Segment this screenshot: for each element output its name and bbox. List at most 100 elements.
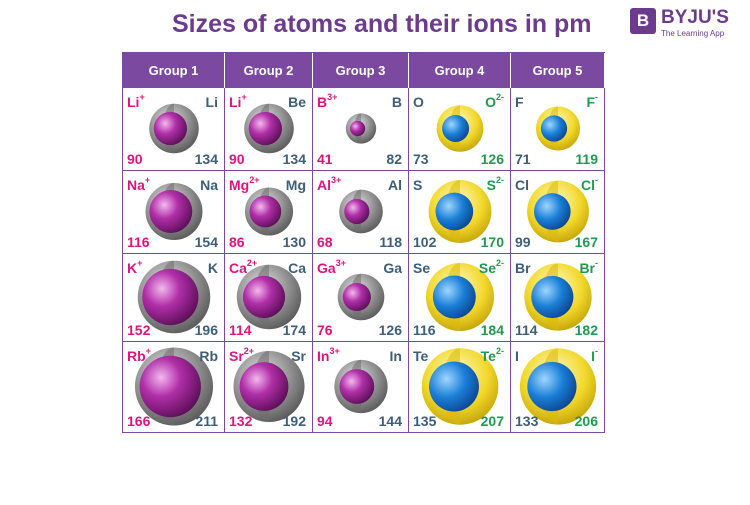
atom-core-sphere [435, 192, 474, 231]
page-title: Sizes of atoms and their ions in pm [172, 10, 592, 38]
atom-symbol: Rb [199, 348, 218, 364]
ion-radius-value-text: 116 [127, 234, 150, 250]
atom-symbol-text: B [391, 94, 402, 110]
atom-radius-value-text: 82 [386, 151, 402, 167]
ion-radius-value-text: 206 [574, 413, 598, 429]
charge-superscript: - [595, 258, 598, 268]
sphere-diagram [334, 359, 388, 414]
element-cell-na: Na+ Na 116 154 [123, 171, 225, 254]
ion-symbol: Mg2+ [229, 175, 259, 193]
group-header-3: Group 3 [313, 53, 409, 88]
atom-symbol: S [413, 177, 422, 193]
ion-symbol: In3+ [317, 346, 340, 364]
ion-radius-value: 76 [317, 322, 333, 338]
ion-symbol-text: B [317, 94, 328, 110]
atom-radius-value: 82 [386, 151, 402, 167]
charge-superscript: 3+ [329, 346, 340, 356]
atom-symbol-text: Na [200, 177, 218, 193]
ion-radius-value: 114 [229, 322, 252, 338]
element-cell-f: F F- 71 119 [511, 88, 605, 171]
sphere-diagram [524, 263, 592, 331]
ion-symbol-text: Rb [127, 348, 146, 364]
atom-symbol: Br [515, 260, 531, 276]
cation-core-sphere [242, 275, 286, 319]
atom-radius-value: 102 [413, 234, 436, 250]
atom-core-sphere [527, 361, 577, 412]
atom-radius-value: 196 [195, 322, 218, 338]
atom-symbol: Al [388, 177, 402, 193]
ion-size-table: Group 1 Group 2 Group 3 Group 4 Group 5 Li+ Li… [122, 52, 605, 433]
atom-symbol-text: Ca [288, 260, 306, 276]
atom-symbol-text: I [515, 348, 519, 364]
ion-symbol: Ga3+ [317, 258, 346, 276]
ion-radius-value-text: 90 [229, 151, 245, 167]
ion-radius-value: 152 [127, 322, 150, 338]
atom-radius-value-text: 116 [413, 322, 436, 338]
ion-radius-value-text: 76 [317, 322, 333, 338]
atom-radius-value: 114 [515, 322, 538, 338]
atom-symbol-text: Mg [285, 177, 306, 193]
element-cell-rb: Rb+ Rb 166 211 [123, 342, 225, 433]
ion-radius-value-text: 167 [574, 234, 598, 250]
ion-symbol: K+ [127, 258, 142, 276]
ion-symbol-text: Ca [229, 260, 247, 276]
atom-radius-value-text: 196 [194, 322, 218, 338]
element-cell-be: Li+ Be 90 134 [225, 88, 313, 171]
atom-symbol-text: Br [515, 260, 531, 276]
ion-symbol-text: Li [127, 94, 140, 110]
atom-radius-value-text: 133 [515, 413, 539, 429]
atom-radius-value-text: 154 [194, 234, 218, 250]
charge-superscript: 3+ [327, 92, 338, 102]
ion-radius-value: 126 [481, 151, 504, 167]
sphere-diagram [244, 187, 294, 236]
atom-radius-value: 116 [413, 322, 436, 338]
cation-core-sphere [142, 268, 199, 326]
cation-core-sphere [239, 362, 289, 411]
ion-symbol-text: Li [229, 94, 242, 110]
sphere-diagram [137, 260, 211, 334]
ion-radius-value: 132 [229, 413, 252, 429]
charge-superscript: 2- [495, 175, 504, 185]
atom-symbol: Ga [383, 260, 402, 276]
atom-core-sphere [531, 275, 574, 319]
ion-symbol: Se2- [478, 258, 504, 276]
ion-radius-value-text: 68 [317, 234, 333, 250]
atom-radius-value-text: 130 [282, 234, 306, 250]
ion-symbol-text: Se [478, 260, 496, 276]
sphere-diagram [145, 183, 203, 240]
atom-symbol: Se [413, 260, 430, 276]
ion-radius-value-text: 152 [127, 322, 151, 338]
atom-radius-value-text: 126 [378, 322, 402, 338]
ion-symbol: Rb+ [127, 346, 151, 364]
ion-radius-value: 116 [127, 234, 150, 250]
atom-radius-value: 211 [195, 413, 218, 429]
ion-radius-value: 167 [575, 234, 598, 250]
element-cell-te: Te Te2- 135 207 [409, 342, 511, 433]
atom-symbol-text: S [413, 177, 423, 193]
byjus-logo: B BYJU'S The Learning App [630, 7, 745, 42]
element-cell-al: Al3+ Al 68 118 [313, 171, 409, 254]
ion-radius-value: 90 [127, 151, 143, 167]
ion-symbol: Li+ [229, 92, 247, 110]
ion-symbol: O2- [485, 92, 504, 110]
ion-symbol-text: Al [317, 177, 331, 193]
cation-core-sphere [149, 190, 193, 233]
atom-core-sphere [429, 361, 479, 412]
ion-radius-value: 184 [481, 322, 504, 338]
ion-symbol: Na+ [127, 175, 150, 193]
sphere-diagram [436, 105, 484, 152]
logo-name: BYJU'S [661, 7, 729, 28]
atom-radius-value: 133 [515, 413, 538, 429]
atom-radius-value-text: 144 [378, 413, 402, 429]
ion-radius-value-text: 170 [480, 234, 504, 250]
charge-superscript: - [595, 175, 598, 185]
atom-radius-value-text: 134 [282, 151, 306, 167]
charge-superscript: 2- [495, 258, 504, 268]
sphere-diagram [425, 262, 495, 332]
sphere-diagram [519, 348, 597, 425]
atom-radius-value-text: 71 [515, 151, 531, 167]
element-cell-cl: Cl Cl- 99 167 [511, 171, 605, 254]
ion-radius-value: 166 [127, 413, 150, 429]
ion-radius-value: 182 [575, 322, 598, 338]
ion-symbol-text: Te [480, 348, 496, 364]
